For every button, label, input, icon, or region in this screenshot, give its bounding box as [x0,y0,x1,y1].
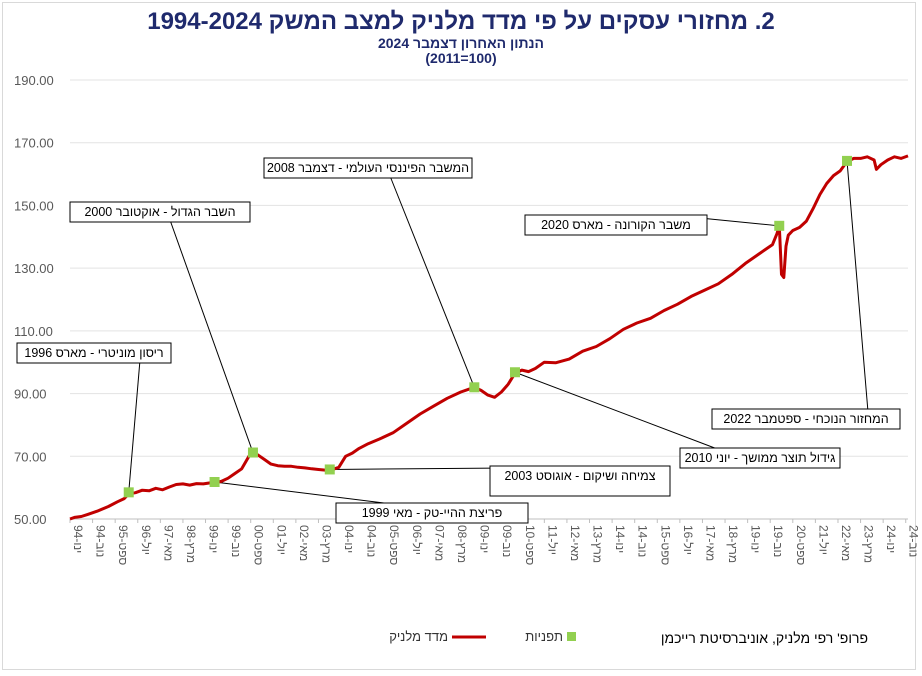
callout-box [335,502,529,524]
callout-leader [128,359,141,493]
turning-point-marker [324,464,335,475]
x-tick-label: מרץ-98 [184,525,198,563]
callout-box [16,342,172,364]
callout-label: גידול תוצר ממושך - יוני 2010 [685,451,836,465]
x-axis-ticks: ינו-94 נוב-94 ספט-95 יול-96 מאי-97 מרץ-98 ינו-… [69,519,921,565]
chart-title: 2. מחזורי עסקים על פי מדד מלניק למצב המש… [147,8,775,35]
x-tick-label: ינו-14 [613,525,627,553]
x-tick-label: יול-96 [139,525,153,555]
callout-label: צמיחה ושיקום - אוגוסט 2003 [504,469,655,483]
callout-leader [846,160,869,413]
turning-point-marker [842,155,853,166]
x-tick-label: ספט-95 [116,525,130,565]
x-tick-label: נוב-94 [94,525,108,557]
x-tick-label: מאי-97 [161,525,175,561]
x-tick-label: נוב-09 [500,525,514,557]
callout-label: השבר הגדול - אוקטובר 2000 [84,205,235,219]
series-line-melnick-index [69,154,909,521]
chart-frame [2,2,916,670]
x-tick-label: נוב-99 [229,525,243,557]
x-tick-label: ינו-24 [884,525,898,553]
turning-point-marker [209,476,220,487]
callout-leader-lines [128,160,869,506]
callout-leader [214,481,401,506]
callout-leader [514,371,721,451]
x-tick-label: מרץ-18 [726,525,740,563]
x-tick-label: נוב-04 [365,525,379,557]
x-tick-label: מרץ-23 [862,525,876,563]
turning-point-marker [123,487,134,498]
turning-point-marker [774,220,785,231]
callout-labels: ריסון מוניטרי - מארס 1996 פריצת ההיי-טק -… [16,157,901,524]
x-tick-label: ספט-00 [252,525,266,565]
x-tick-label: מאי-07 [432,525,446,561]
callout-leader [389,175,475,388]
x-tick-label: ינו-09 [478,525,492,553]
callout-label: משבר הקורונה - מארס 2020 [541,218,691,232]
y-tick-label: 110.00 [14,324,53,339]
x-tick-label: יול-16 [681,525,695,555]
legend-label-turns: תפניות [525,629,563,644]
callout-label: המשבר הפיננסי העולמי - דצמבר 2008 [267,161,469,175]
y-tick-label: 150.00 [14,198,54,213]
x-tick-label: מרץ-08 [455,525,469,563]
x-tick-label: מרץ-03 [319,525,333,563]
credit-text: פרופ' רפי מלניק, אוניברסיטת רייכמן [660,630,868,646]
x-tick-label: יול-11 [545,525,559,555]
x-tick-label: מאי-17 [703,525,717,561]
callout-box [263,157,473,179]
x-tick-label: ינו-94 [71,525,85,553]
y-tick-label: 50.00 [14,512,47,527]
turning-point-marker [469,382,480,393]
x-tick-label: יול-21 [816,525,830,555]
chart-titles: 2. מחזורי עסקים על פי מדד מלניק למצב המש… [0,8,922,66]
legend-label-index: מדד מלניק [389,629,448,644]
callout-box [711,408,901,430]
legend: מדד מלניק תפניות [389,629,576,644]
x-tick-label: מאי-12 [568,525,582,561]
callout-box [524,214,708,236]
x-tick-label: מרץ-13 [591,525,605,563]
x-tick-label: ספט-05 [387,525,401,565]
x-tick-label: ספט-20 [794,525,808,565]
callout-box [69,201,251,223]
turning-point-markers [123,155,853,498]
y-tick-label: 90.00 [14,387,47,402]
y-tick-label: 70.00 [14,449,47,464]
x-tick-label: מאי-22 [839,525,853,561]
x-tick-label: יול-06 [410,525,424,555]
x-tick-label: ספט-15 [658,525,672,565]
turning-point-marker [509,367,520,378]
x-tick-label: ינו-19 [749,525,763,553]
callout-box [679,447,841,469]
y-tick-label: 190.00 [14,73,54,88]
chart-subtitle-last-data: הנתון האחרון דצמבר 2024 [377,35,544,51]
x-tick-label: ינו-04 [342,525,356,553]
x-tick-label: נוב-24 [907,525,921,557]
y-tick-label: 130.00 [14,261,54,276]
callout-label: פריצת ההיי-טק - מאי 1999 [362,506,503,520]
x-tick-label: נוב-19 [771,525,785,557]
callout-leader [329,467,511,470]
callout-label: המחזור הנוכחי - ספטמבר 2022 [723,412,888,426]
chart-subtitle-base: (100=2011) [425,50,497,66]
series-line-group [69,154,909,521]
y-axis-ticks: 50.00 70.00 90.00 110.00 130.00 150.00 170.00 1… [14,73,54,527]
turning-point-marker [247,447,258,458]
callout-box [489,465,671,497]
callout-leader [169,219,254,453]
x-tick-label: מאי-02 [297,525,311,561]
y-tick-label: 170.00 [14,136,54,151]
x-tick-label: יול-01 [274,525,288,555]
x-tick-label: ספט-10 [523,525,537,565]
callout-label: ריסון מוניטרי - מארס 1996 [24,346,163,360]
callout-leader [699,217,780,227]
x-tick-label: נוב-14 [636,525,650,557]
legend-marker-swatch [567,632,576,641]
x-tick-label: ינו-99 [207,525,221,553]
